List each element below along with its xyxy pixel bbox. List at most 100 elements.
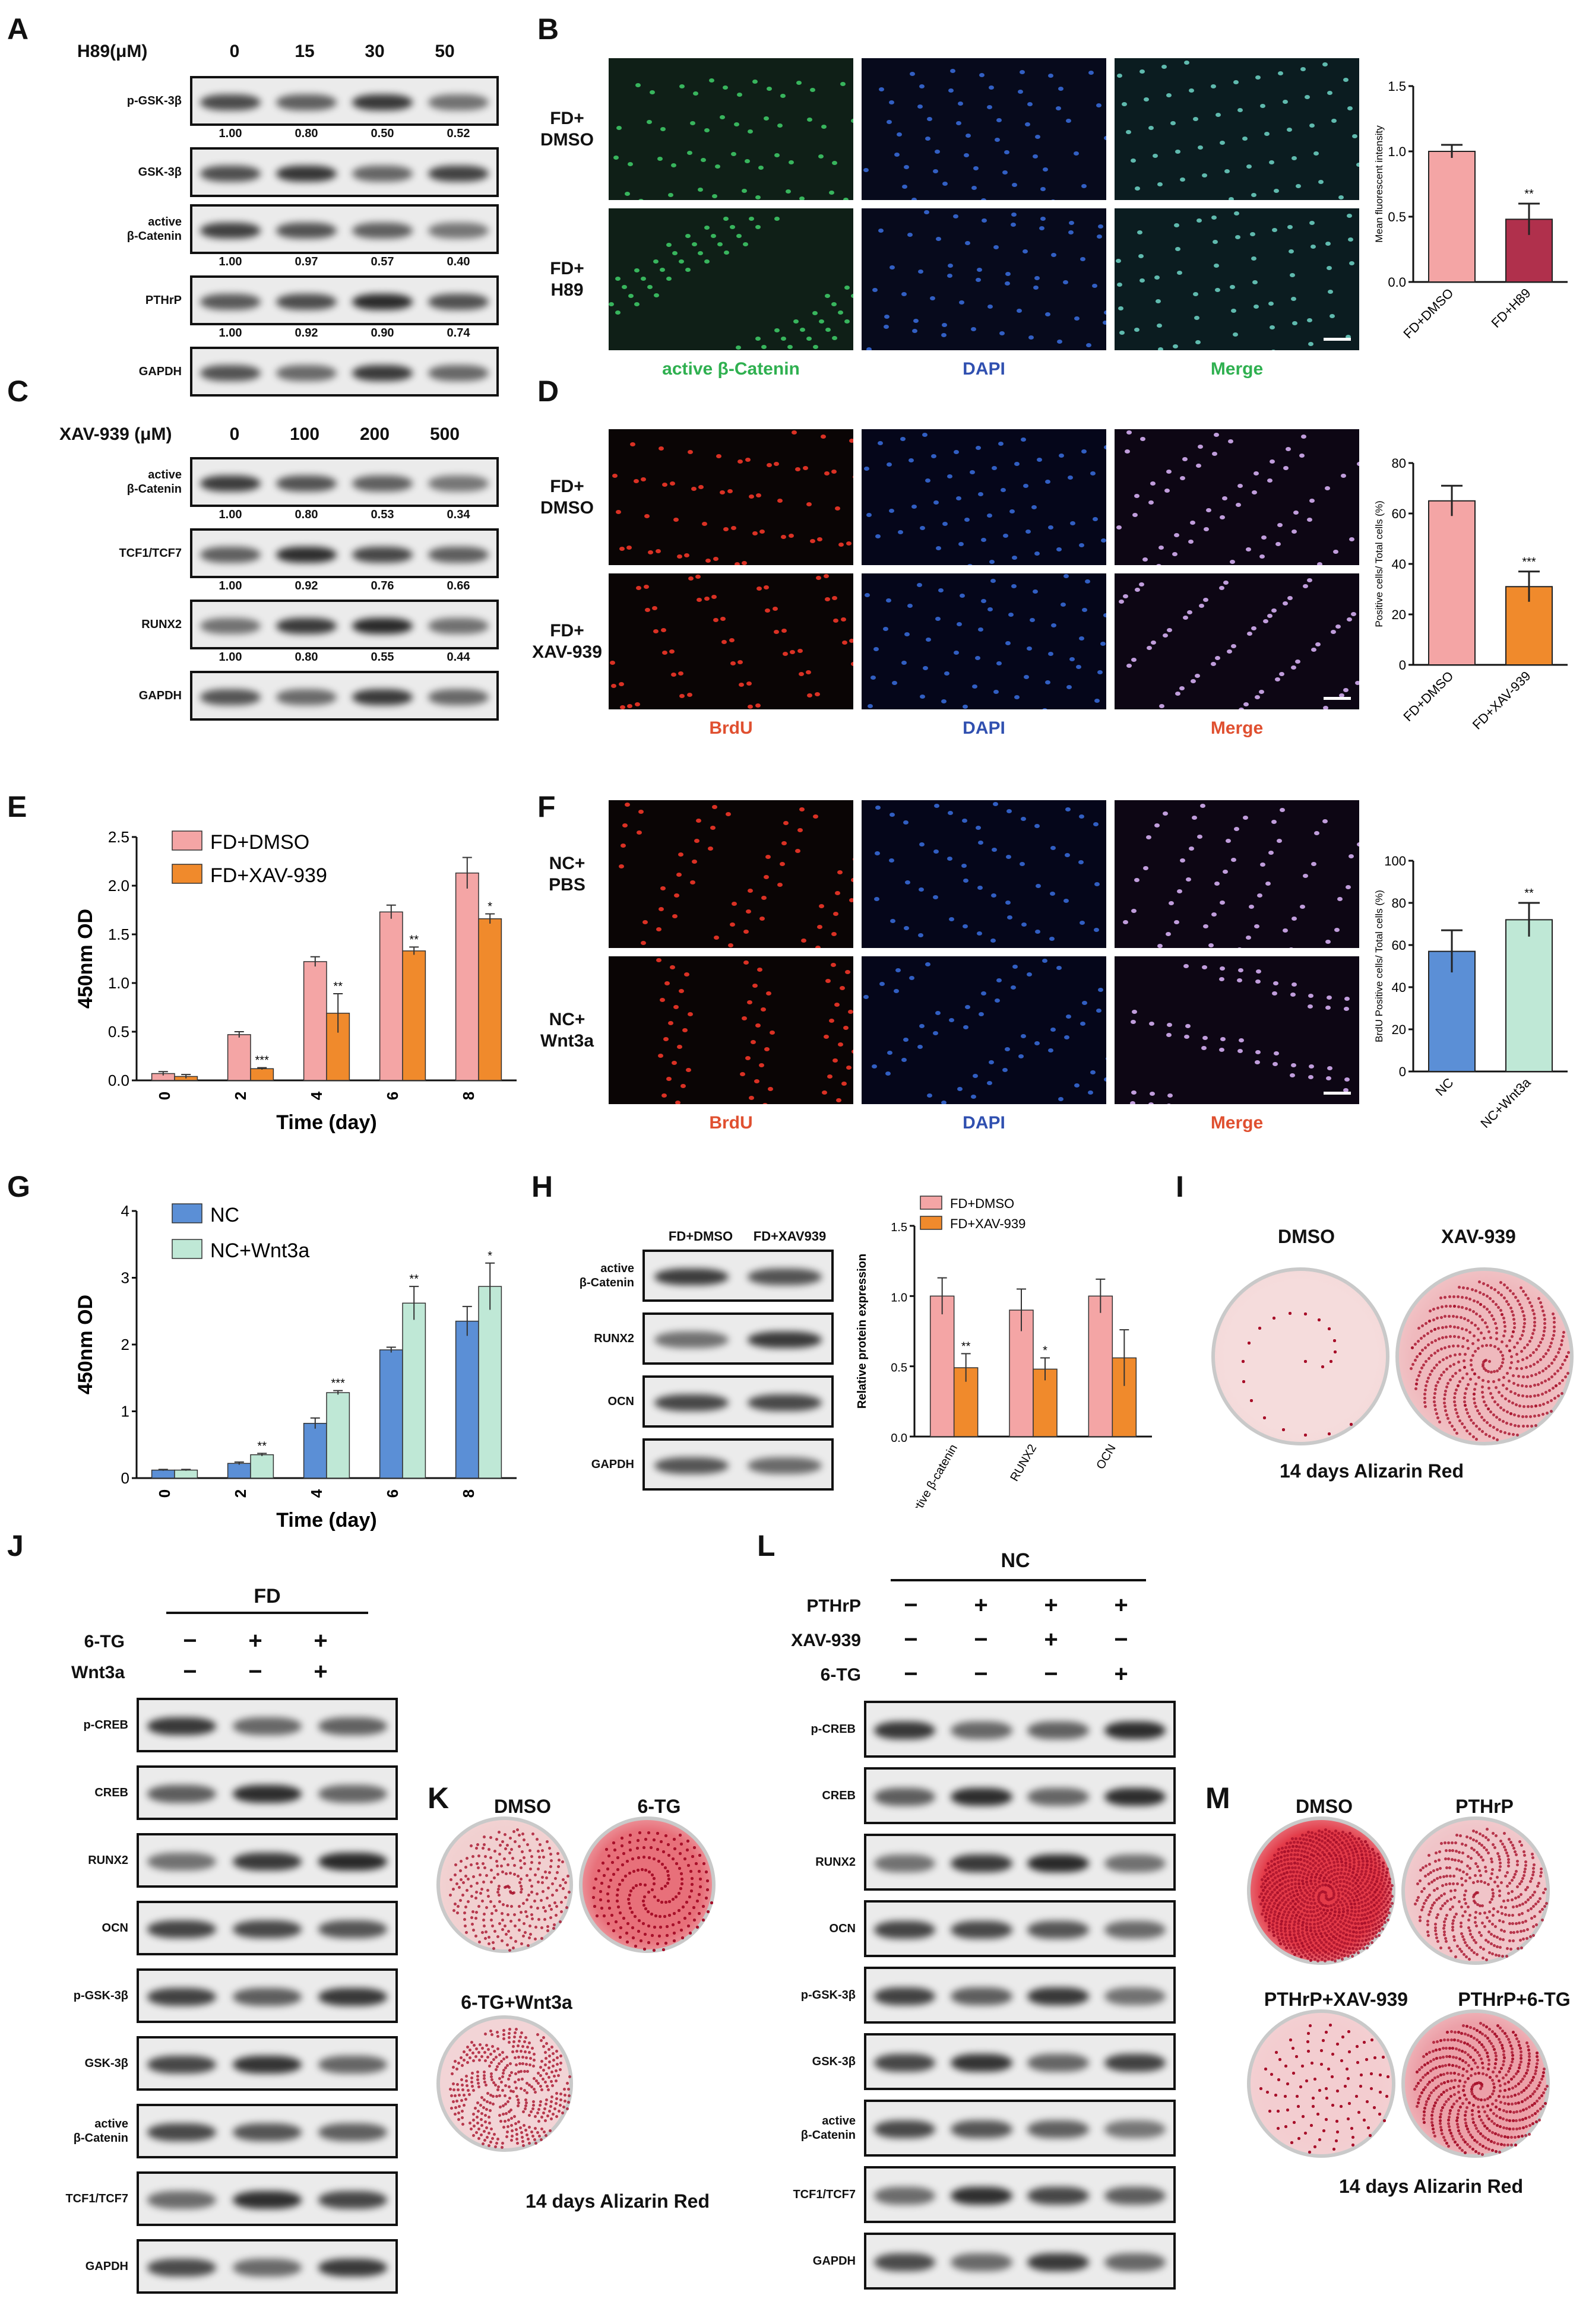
cell-dot <box>1148 500 1154 505</box>
stain-dot <box>1461 1296 1464 1299</box>
cell-dot <box>687 151 692 155</box>
stain-dot <box>1422 1364 1425 1367</box>
stain-dot <box>559 2068 562 2071</box>
cell-dot <box>1132 1010 1137 1014</box>
stain-dot <box>518 1919 521 1922</box>
cell-dot <box>825 597 830 601</box>
stain-dot <box>1294 1875 1297 1878</box>
stain-dot <box>1533 1324 1536 1327</box>
cell-dot <box>1300 67 1306 71</box>
stain-dot <box>1355 1935 1358 1938</box>
stain-dot <box>518 1834 521 1837</box>
stain-dot <box>1287 1888 1290 1891</box>
stain-dot <box>631 1857 634 1860</box>
cell-dot <box>723 85 728 90</box>
stain-dot <box>504 1886 507 1889</box>
cell-dot <box>792 430 797 435</box>
dish-m-dmso <box>1247 1816 1395 1965</box>
stain-dot <box>500 2060 503 2063</box>
stain-dot <box>484 2059 487 2062</box>
stain-dot <box>1338 1854 1341 1857</box>
cell-dot <box>1066 119 1071 123</box>
stain-dot <box>470 2076 473 2079</box>
cell-dot <box>947 857 952 861</box>
stain-dot <box>629 1849 632 1851</box>
stain-dot <box>450 1878 452 1881</box>
cell-dot <box>866 347 872 351</box>
quantification-value: 0.90 <box>347 326 418 340</box>
stain-dot <box>539 2085 542 2088</box>
stain-dot <box>651 1934 654 1937</box>
condition-sign: − <box>946 1629 1016 1650</box>
stain-dot <box>1521 1415 1524 1418</box>
stain-dot <box>1424 1388 1427 1391</box>
stain-dot <box>1481 1391 1484 1394</box>
stain-dot <box>470 2081 473 2084</box>
cell-dot <box>679 259 684 264</box>
cell-dot <box>619 682 624 686</box>
cell-dot <box>692 860 697 864</box>
cell-dot <box>1104 310 1108 315</box>
condition-sign: + <box>288 1661 353 1682</box>
stain-dot <box>1357 1844 1360 1847</box>
stain-dot <box>530 1906 533 1908</box>
blot-band <box>951 2054 1012 2072</box>
stain-dot <box>485 1874 488 1877</box>
cell-dot <box>977 268 982 272</box>
stain-dot <box>489 1900 492 1903</box>
stain-dot <box>1513 1322 1516 1325</box>
blot-band <box>276 365 337 381</box>
stain-dot <box>1526 1375 1529 1378</box>
stain-dot <box>1503 1330 1506 1333</box>
cell-dot <box>749 494 754 499</box>
stain-dot <box>534 2127 537 2130</box>
cell-dot <box>853 475 855 479</box>
cell-dot <box>1242 137 1248 141</box>
stain-dot <box>1562 1331 1565 1334</box>
cell-dot <box>1239 708 1244 711</box>
stain-dot <box>1290 1883 1293 1886</box>
stain-dot <box>1432 1308 1435 1311</box>
stain-dot <box>1512 1318 1515 1321</box>
cell-dot <box>990 939 996 943</box>
stain-dot <box>470 1885 473 1888</box>
stain-dot <box>1557 1394 1560 1397</box>
cell-dot <box>933 1031 938 1035</box>
stain-dot <box>544 2081 547 2084</box>
stain-dot <box>536 1892 539 1895</box>
stain-dot <box>1519 1337 1522 1340</box>
cell-dot <box>759 917 765 921</box>
blot-row-label: GAPDH <box>767 2254 856 2268</box>
stain-dot <box>488 1848 490 1851</box>
cell-dot <box>833 619 838 623</box>
stain-dot <box>632 1936 635 1939</box>
cell-dot <box>927 1093 932 1098</box>
cell-dot <box>1039 226 1044 230</box>
stain-dot <box>1539 1358 1542 1361</box>
stain-dot <box>1436 1307 1439 1310</box>
stain-dot <box>539 2100 542 2103</box>
stain-dot <box>696 1900 699 1903</box>
cell-dot <box>1238 968 1243 972</box>
cell-dot <box>1275 677 1280 681</box>
stain-dot <box>1539 1341 1542 1344</box>
stain-dot <box>698 1854 701 1857</box>
stain-dot <box>1435 1384 1438 1387</box>
stain-dot <box>559 2054 562 2057</box>
stain-dot <box>1522 1330 1525 1333</box>
stain-dot <box>1334 1955 1337 1958</box>
quantification-value: 0.44 <box>423 651 494 664</box>
stain-dot <box>525 2056 528 2059</box>
cell-dot <box>764 116 769 121</box>
stain-dot <box>1347 1920 1350 1923</box>
cell-dot <box>1082 608 1087 612</box>
stain-dot <box>1441 1336 1444 1339</box>
blot-band <box>318 1920 387 1938</box>
stain-dot <box>532 2104 535 2107</box>
stain-dot <box>1304 1869 1307 1872</box>
cell-dot <box>1081 184 1087 188</box>
cell-dot <box>1233 332 1238 337</box>
cell-dot <box>995 138 1000 142</box>
stain-dot <box>664 1834 667 1837</box>
cell-dot <box>1005 272 1011 276</box>
